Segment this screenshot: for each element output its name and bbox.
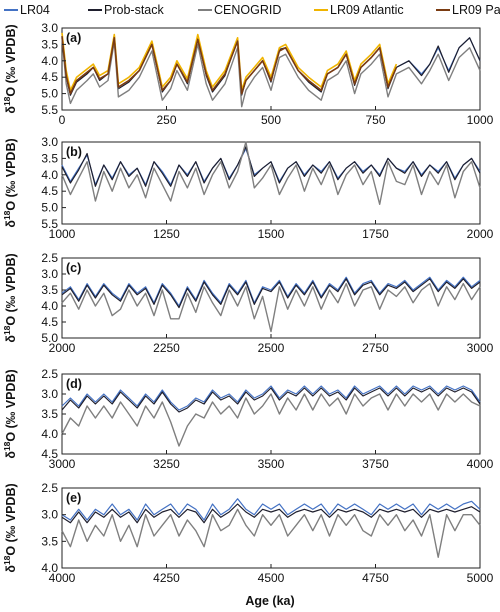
x-tick-label: 4000 — [467, 457, 494, 471]
y-tick-label: 3.0 — [41, 267, 58, 281]
x-tick-label: 2250 — [153, 341, 180, 355]
panel-letter: (a) — [66, 31, 81, 45]
y-tick-label: 5.0 — [41, 87, 58, 101]
y-tick-label: 2.5 — [41, 251, 58, 265]
series-line-prob-stack — [61, 503, 481, 524]
panel-letter: (b) — [66, 145, 82, 159]
series-line-lr04 — [61, 498, 481, 521]
x-tick-label: 3500 — [258, 457, 285, 471]
x-tick-label: 0 — [59, 113, 66, 127]
legend: LR04 Prob-stack CENOGRID LR09 Atlantic LR09 … — [4, 3, 500, 17]
x-tick-label: 1750 — [362, 227, 389, 241]
plot-frame — [61, 141, 481, 225]
y-tick-label: 5.0 — [41, 331, 58, 345]
series-line-lr04 — [61, 276, 481, 307]
legend-item-lr04: LR04 — [4, 3, 50, 17]
series-line-lr09-atlantic — [61, 32, 398, 92]
x-tick-label: 4750 — [362, 571, 389, 585]
x-tick-label: 3250 — [153, 457, 180, 471]
y-tick-label: 3.5 — [41, 407, 58, 421]
panel-letter: (d) — [66, 377, 82, 391]
y-tick-label: 3.5 — [41, 534, 58, 548]
legend-label-lr09-atlantic: LR09 Atlantic — [330, 3, 404, 17]
panel-a: 3.0 3.5 4.0 4.5 5.0 5.50 250 500 750 1000 (a) δ18O … — [2, 21, 494, 127]
series-line-lr04 — [61, 385, 481, 411]
x-tick-label: 4500 — [258, 571, 285, 585]
legend-item-lr09-atlantic: LR09 Atlantic — [314, 3, 404, 17]
y-tick-label: 4.0 — [41, 299, 58, 313]
series-line-cenogrid — [61, 508, 481, 558]
y-tick-label: 3.0 — [41, 508, 58, 522]
series-line-cenogrid — [61, 393, 481, 447]
y-tick-label: 5.5 — [41, 217, 58, 231]
panel-letter: (e) — [66, 491, 81, 505]
y-axis-title: δ18O (‰ VPDB) — [2, 253, 18, 342]
y-tick-label: 4.5 — [41, 447, 58, 461]
y-axis-title: δ18O (‰ VPDB) — [2, 483, 18, 572]
legend-label-prob-stack: Prob-stack — [104, 3, 164, 17]
y-tick-label: 4.0 — [41, 54, 58, 68]
y-axis-title: δ18O (‰ VPDB) — [2, 138, 18, 227]
x-tick-label: 1250 — [153, 227, 180, 241]
legend-label-lr09-pacific: LR09 Pacific — [452, 3, 500, 17]
y-tick-label: 4.5 — [41, 70, 58, 84]
series-line-cenogrid — [61, 282, 481, 333]
y-tick-label: 3.5 — [41, 37, 58, 51]
panels: 3.03.54.04.55.05.50 250 500 750 1000(a)δ18O … — [2, 21, 494, 585]
x-tick-label: 3000 — [49, 457, 76, 471]
x-tick-label: 3000 — [467, 341, 494, 355]
x-tick-label: 250 — [156, 113, 176, 127]
y-tick-label: 3.0 — [41, 387, 58, 401]
x-tick-label: 1000 — [49, 227, 76, 241]
x-tick-label: 1500 — [258, 227, 285, 241]
y-tick-label: 3.5 — [41, 283, 58, 297]
legend-item-prob-stack: Prob-stack — [88, 3, 164, 17]
y-tick-label: 4.0 — [41, 168, 58, 182]
y-tick-label: 2.5 — [41, 367, 58, 381]
panel-letter: (c) — [66, 261, 81, 275]
y-axis-title: δ18O (‰ VPDB) — [2, 24, 18, 113]
x-tick-label: 2500 — [258, 341, 285, 355]
x-tick-label: 750 — [365, 113, 385, 127]
x-tick-label: 3750 — [362, 457, 389, 471]
y-tick-label: 3.0 — [41, 21, 58, 35]
legend-label-lr04: LR04 — [20, 3, 50, 17]
series-line-prob-stack — [61, 34, 481, 96]
x-tick-label: 5000 — [467, 571, 494, 585]
y-tick-label: 5.0 — [41, 201, 58, 215]
y-tick-label: 4.5 — [41, 315, 58, 329]
series-line-lr09-pacific — [61, 36, 398, 95]
y-tick-label: 3.0 — [41, 135, 58, 149]
y-tick-label: 4.0 — [41, 561, 58, 575]
y-tick-label: 4.5 — [41, 184, 58, 198]
x-tick-label: 4000 — [49, 571, 76, 585]
x-tick-label: 2750 — [362, 341, 389, 355]
series-line-cenogrid — [61, 37, 481, 108]
x-tick-label: 4250 — [153, 571, 180, 585]
y-tick-label: 2.5 — [41, 481, 58, 495]
x-axis-title: Age (ka) — [245, 594, 294, 608]
x-tick-label: 500 — [261, 113, 281, 127]
series-line-prob-stack — [61, 146, 481, 187]
series-line-prob-stack — [61, 387, 481, 413]
y-tick-label: 4.0 — [41, 427, 58, 441]
y-tick-label: 3.5 — [41, 151, 58, 165]
series-line-prob-stack — [61, 278, 481, 309]
series-line-cenogrid — [61, 141, 481, 205]
y-tick-label: 5.5 — [41, 103, 58, 117]
legend-item-cenogrid: CENOGRID — [198, 3, 281, 17]
y-axis-title: δ18O (‰ VPDB) — [2, 369, 18, 458]
legend-label-cenogrid: CENOGRID — [214, 3, 281, 17]
x-tick-label: 2000 — [49, 341, 76, 355]
x-tick-label: 1000 — [467, 113, 494, 127]
x-tick-label: 2000 — [467, 227, 494, 241]
legend-item-lr09-pacific: LR09 Pacific — [436, 3, 500, 17]
